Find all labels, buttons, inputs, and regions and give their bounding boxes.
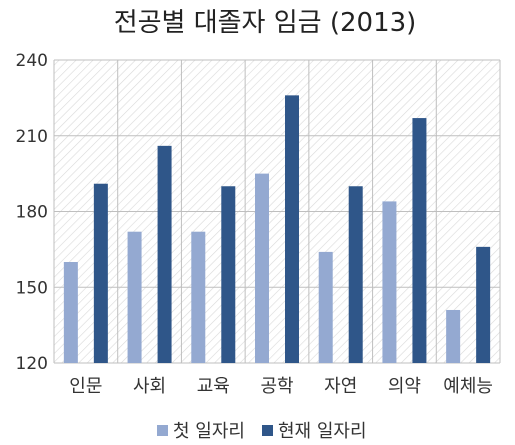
y-tick-label: 240 [16,51,48,71]
bar-current-job [93,183,108,363]
x-category-label: 교육 [197,376,230,397]
y-tick-label: 150 [16,278,48,298]
bar-current-job [476,246,491,363]
x-category-label: 공학 [260,376,293,397]
bar-first-job [127,231,142,363]
bar-current-job [412,118,427,363]
legend-item: 첫 일자리 [157,421,245,442]
bar-current-job [157,145,172,363]
x-category-label: 의약 [388,376,421,397]
bar-first-job [63,262,78,363]
bar-first-job [382,201,397,363]
bar-current-job [221,186,236,363]
y-tick-label: 210 [16,127,48,147]
x-category-label: 자연 [324,376,357,397]
legend-swatch [157,425,168,436]
x-category-label: 인문 [69,376,102,397]
y-tick-label: 120 [16,354,48,374]
legend-label: 첫 일자리 [173,421,245,442]
x-category-label: 사회 [133,376,166,397]
bar-first-job [191,231,206,363]
legend-swatch [262,425,273,436]
y-tick-label: 180 [16,203,48,223]
bar-first-job [446,309,461,363]
bar-current-job [348,186,363,363]
legend-label: 현재 일자리 [278,421,367,442]
x-category-label: 예체능 [443,376,493,397]
legend-item: 현재 일자리 [262,421,367,442]
chart-title: 전공별 대졸자 임금 (2013) [114,8,417,38]
bar-first-job [255,173,269,363]
bar-first-job [318,251,333,363]
bar-current-job [285,95,299,363]
